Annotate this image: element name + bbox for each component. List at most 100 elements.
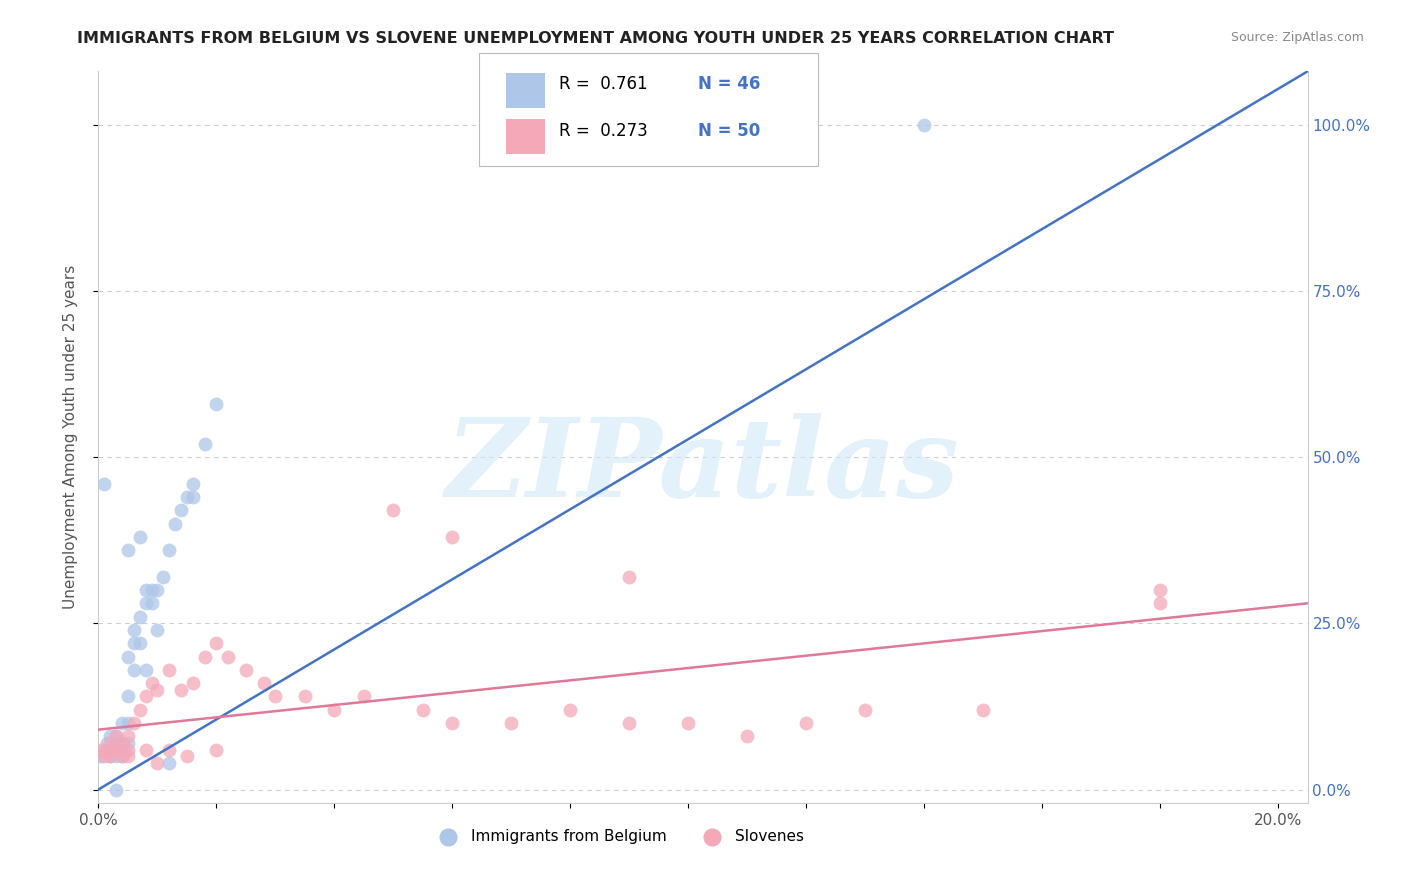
Point [105, 742, 128, 756]
Text: ZIPatlas: ZIPatlas [446, 413, 960, 520]
Point [122, 623, 145, 637]
Point [128, 530, 150, 544]
Point [441, 530, 464, 544]
Point [146, 756, 169, 770]
Point [93, 476, 115, 491]
Point [122, 716, 145, 731]
Point [146, 623, 169, 637]
Point [117, 543, 139, 558]
Point [105, 749, 128, 764]
Point [141, 596, 163, 610]
Point [98, 736, 121, 750]
Point [117, 749, 139, 764]
Point [157, 742, 180, 756]
Point [135, 690, 157, 704]
Point [128, 703, 150, 717]
Text: R =  0.273: R = 0.273 [560, 122, 648, 140]
Point [794, 716, 817, 731]
Point [105, 729, 128, 743]
Legend: Immigrants from Belgium, Slovenes: Immigrants from Belgium, Slovenes [426, 822, 810, 850]
Point [972, 703, 994, 717]
Point [176, 749, 198, 764]
Point [111, 749, 134, 764]
Point [235, 663, 257, 677]
Point [205, 636, 228, 650]
Point [111, 749, 134, 764]
Point [294, 690, 316, 704]
Point [382, 503, 405, 517]
Point [111, 742, 134, 756]
Point [560, 703, 582, 717]
Point [98, 749, 121, 764]
Point [117, 649, 139, 664]
Point [157, 663, 180, 677]
Point [98, 749, 121, 764]
Point [181, 476, 204, 491]
Text: N = 46: N = 46 [699, 75, 761, 93]
Point [135, 663, 157, 677]
Point [122, 636, 145, 650]
Point [165, 516, 187, 531]
Point [135, 596, 157, 610]
Point [619, 716, 641, 731]
Point [1149, 596, 1171, 610]
Point [141, 676, 163, 690]
Point [678, 716, 700, 731]
Point [105, 782, 128, 797]
Text: N = 50: N = 50 [699, 122, 761, 140]
Point [117, 736, 139, 750]
Point [912, 118, 935, 132]
FancyBboxPatch shape [506, 120, 544, 154]
Point [176, 490, 198, 504]
Point [412, 703, 434, 717]
Point [117, 690, 139, 704]
Point [105, 742, 128, 756]
Point [205, 742, 228, 756]
Point [323, 703, 346, 717]
FancyBboxPatch shape [479, 54, 818, 167]
Point [117, 716, 139, 731]
Point [157, 756, 180, 770]
Point [128, 636, 150, 650]
Point [194, 649, 217, 664]
Point [735, 729, 758, 743]
Point [353, 690, 375, 704]
Point [141, 582, 163, 597]
Point [217, 649, 239, 664]
Point [105, 736, 128, 750]
Point [105, 742, 128, 756]
Point [135, 742, 157, 756]
Point [181, 490, 204, 504]
Point [135, 582, 157, 597]
Point [853, 703, 876, 717]
Point [146, 582, 169, 597]
Point [1149, 582, 1171, 597]
Point [93, 742, 115, 756]
Text: IMMIGRANTS FROM BELGIUM VS SLOVENE UNEMPLOYMENT AMONG YOUTH UNDER 25 YEARS CORRE: IMMIGRANTS FROM BELGIUM VS SLOVENE UNEMP… [77, 31, 1115, 46]
Point [157, 543, 180, 558]
Point [252, 676, 274, 690]
Point [96, 742, 118, 756]
Point [501, 716, 523, 731]
Point [170, 682, 193, 697]
Point [98, 742, 121, 756]
Point [111, 736, 134, 750]
Point [122, 663, 145, 677]
Point [105, 729, 128, 743]
Point [205, 397, 228, 411]
Point [181, 676, 204, 690]
Point [96, 736, 118, 750]
Point [117, 742, 139, 756]
Point [128, 609, 150, 624]
Point [170, 503, 193, 517]
Point [93, 749, 115, 764]
Y-axis label: Unemployment Among Youth under 25 years: Unemployment Among Youth under 25 years [63, 265, 77, 609]
Point [619, 570, 641, 584]
Point [98, 729, 121, 743]
Point [194, 436, 217, 450]
FancyBboxPatch shape [506, 72, 544, 108]
Point [111, 736, 134, 750]
Point [111, 716, 134, 731]
Point [90, 749, 112, 764]
Text: R =  0.761: R = 0.761 [560, 75, 648, 93]
